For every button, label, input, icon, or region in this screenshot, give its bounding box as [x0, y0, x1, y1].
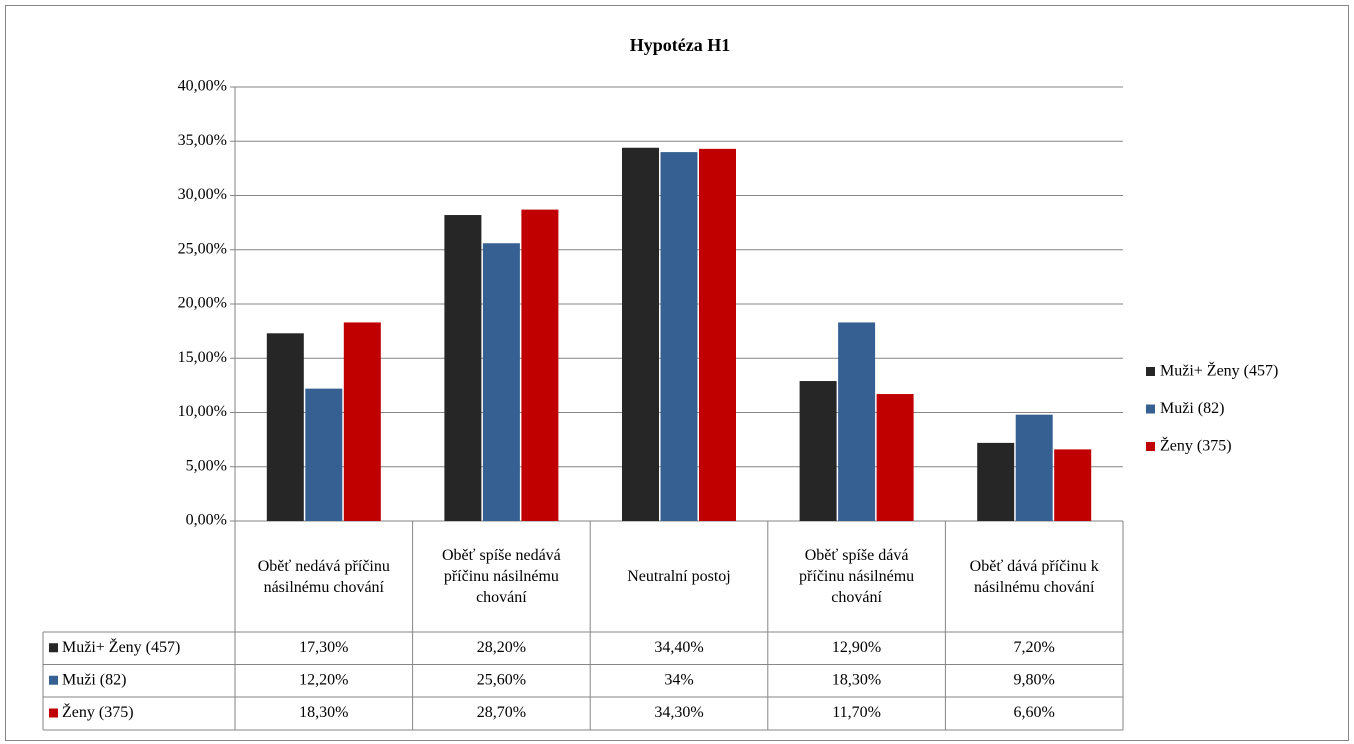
bar — [622, 147, 659, 521]
category-label: Neutralní postoj — [627, 568, 731, 585]
table-row-label: Ženy (375) — [62, 702, 134, 721]
legend-label: Ženy (375) — [1160, 436, 1232, 455]
y-tick-label: 40,00% — [178, 78, 227, 95]
legend-label: Muži (82) — [1160, 400, 1224, 417]
table-cell: 9,80% — [1014, 671, 1055, 688]
category-label: Oběť dává příčinu k násilnému chování — [969, 557, 1099, 596]
table-cell: 18,30% — [299, 704, 348, 721]
legend-key — [1146, 404, 1155, 414]
table-cell: 17,30% — [299, 639, 348, 656]
table-cell: 25,60% — [477, 671, 526, 688]
table-cell: 34% — [664, 671, 693, 688]
bar — [660, 152, 698, 521]
bar — [343, 322, 381, 521]
chart-title: Hypotéza H1 — [630, 35, 731, 55]
bar — [444, 215, 482, 521]
bar — [1054, 449, 1092, 521]
bar — [482, 243, 520, 522]
table-cell: 12,20% — [299, 671, 348, 688]
table-legend-key — [49, 675, 58, 685]
y-tick-label: 0,00% — [186, 512, 227, 529]
table-legend-key — [49, 643, 58, 653]
y-tick-label: 35,00% — [178, 132, 227, 149]
table-cell: 11,70% — [832, 704, 881, 721]
bar — [838, 322, 876, 521]
table-cell: 34,40% — [654, 639, 703, 656]
table-cell: 28,70% — [477, 704, 526, 721]
legend-label: Muži+ Ženy (457) — [1160, 361, 1278, 380]
bar — [266, 333, 304, 521]
category-label: Oběť spíše dává příčinu násilnému chován… — [799, 547, 915, 606]
y-tick-label: 20,00% — [178, 295, 227, 312]
table-row-label: Muži+ Ženy (457) — [62, 637, 180, 656]
table-cell: 7,20% — [1014, 639, 1055, 656]
y-tick-label: 25,00% — [178, 240, 227, 257]
bar — [305, 388, 343, 521]
table-cell: 18,30% — [832, 671, 881, 688]
category-label: Oběť spíše nedává příčinu násilnému chov… — [441, 547, 561, 606]
bar — [977, 442, 1015, 521]
table-row-label: Muži (82) — [62, 671, 126, 688]
legend-key — [1146, 442, 1155, 451]
bar — [876, 394, 914, 521]
bar — [799, 381, 837, 521]
table-cell: 34,30% — [654, 704, 703, 721]
bar — [521, 209, 559, 522]
bar — [699, 148, 736, 521]
legend-key — [1146, 367, 1155, 376]
y-tick-label: 5,00% — [186, 457, 227, 474]
y-tick-label: 10,00% — [178, 403, 227, 420]
y-tick-label: 15,00% — [178, 349, 227, 366]
table-cell: 12,90% — [832, 639, 881, 656]
category-label: Oběť nedává příčinu násilnému chování — [257, 557, 390, 596]
table-cell: 28,20% — [477, 639, 526, 656]
table-cell: 6,60% — [1014, 704, 1055, 721]
y-tick-label: 30,00% — [178, 186, 227, 203]
bar — [1015, 414, 1053, 521]
table-legend-key — [49, 708, 58, 718]
